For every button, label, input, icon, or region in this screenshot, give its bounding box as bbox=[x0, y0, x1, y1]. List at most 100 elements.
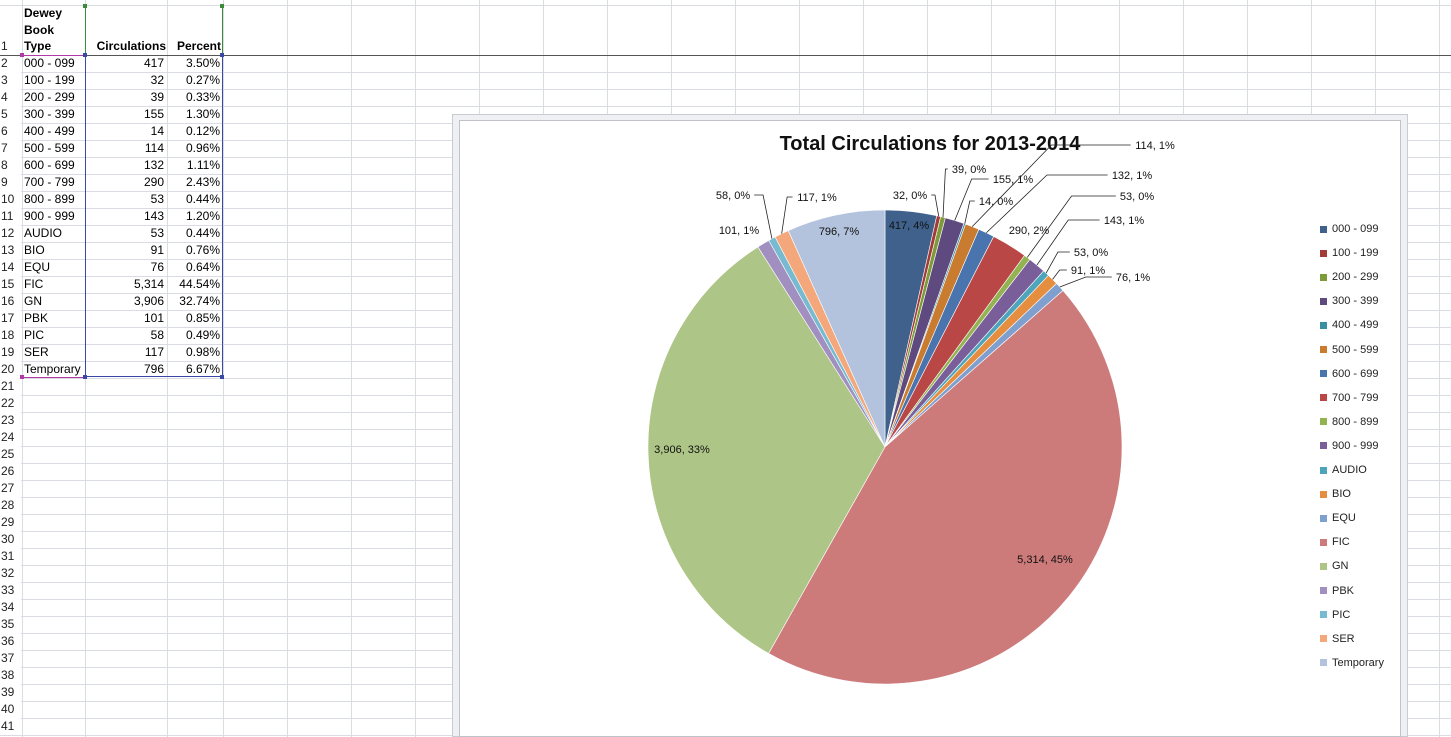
selection-handle[interactable] bbox=[220, 53, 224, 57]
row-header[interactable]: 1 bbox=[0, 38, 21, 55]
cell-percent[interactable]: 0.44% bbox=[185, 192, 220, 206]
header-cell-type[interactable]: Type bbox=[24, 39, 52, 53]
header-cell-percent[interactable]: Percent bbox=[176, 39, 221, 53]
row-header[interactable]: 13 bbox=[0, 242, 21, 259]
row-header[interactable]: 20 bbox=[0, 361, 21, 378]
cell-circulations[interactable]: 290 bbox=[143, 175, 164, 189]
cell-dewey-type[interactable]: 100 - 199 bbox=[24, 73, 75, 87]
row-header[interactable]: 7 bbox=[0, 140, 21, 157]
row-header[interactable]: 2 bbox=[0, 55, 21, 72]
row-header[interactable]: 18 bbox=[0, 327, 21, 344]
cell-dewey-type[interactable]: BIO bbox=[24, 243, 45, 257]
row-header[interactable]: 38 bbox=[0, 667, 21, 684]
cell-percent[interactable]: 1.30% bbox=[185, 107, 220, 121]
row-header[interactable]: 3 bbox=[0, 72, 21, 89]
cell-circulations[interactable]: 91 bbox=[150, 243, 164, 257]
cell-circulations[interactable]: 5,314 bbox=[133, 277, 164, 291]
cell-dewey-type[interactable]: 600 - 699 bbox=[24, 158, 75, 172]
row-header[interactable]: 19 bbox=[0, 344, 21, 361]
cell-dewey-type[interactable]: AUDIO bbox=[24, 226, 63, 240]
row-header[interactable]: 26 bbox=[0, 463, 21, 480]
row-header[interactable]: 31 bbox=[0, 548, 21, 565]
cell-percent[interactable]: 1.11% bbox=[186, 158, 220, 172]
row-header[interactable]: 33 bbox=[0, 582, 21, 599]
row-header[interactable]: 15 bbox=[0, 276, 21, 293]
cell-dewey-type[interactable]: FIC bbox=[24, 277, 44, 291]
row-header[interactable]: 40 bbox=[0, 701, 21, 718]
cell-circulations[interactable]: 132 bbox=[143, 158, 164, 172]
row-header[interactable]: 4 bbox=[0, 89, 21, 106]
row-header[interactable]: 16 bbox=[0, 293, 21, 310]
cell-dewey-type[interactable]: PBK bbox=[24, 311, 49, 325]
row-header[interactable]: 22 bbox=[0, 395, 21, 412]
selection-handle[interactable] bbox=[83, 53, 87, 57]
cell-percent[interactable]: 0.49% bbox=[185, 328, 220, 342]
row-header[interactable]: 30 bbox=[0, 531, 21, 548]
row-header[interactable]: 36 bbox=[0, 633, 21, 650]
cell-dewey-type[interactable]: SER bbox=[24, 345, 49, 359]
cell-dewey-type[interactable]: 200 - 299 bbox=[24, 90, 75, 104]
cell-circulations[interactable]: 53 bbox=[150, 226, 164, 240]
cell-circulations[interactable]: 53 bbox=[150, 192, 164, 206]
row-header[interactable]: 10 bbox=[0, 191, 21, 208]
cell-circulations[interactable]: 143 bbox=[143, 209, 164, 223]
row-header[interactable]: 14 bbox=[0, 259, 21, 276]
row-header[interactable]: 29 bbox=[0, 514, 21, 531]
row-header[interactable]: 34 bbox=[0, 599, 21, 616]
row-header[interactable]: 27 bbox=[0, 480, 21, 497]
cell-circulations[interactable]: 114 bbox=[144, 141, 164, 155]
row-header[interactable]: 32 bbox=[0, 565, 21, 582]
cell-percent[interactable]: 0.12% bbox=[185, 124, 220, 138]
cell-dewey-type[interactable]: GN bbox=[24, 294, 42, 308]
cell-circulations[interactable]: 101 bbox=[143, 311, 164, 325]
row-header[interactable]: 28 bbox=[0, 497, 21, 514]
cell-circulations[interactable]: 32 bbox=[150, 73, 164, 87]
cell-dewey-type[interactable]: 500 - 599 bbox=[24, 141, 75, 155]
row-header[interactable]: 9 bbox=[0, 174, 21, 191]
cell-circulations[interactable]: 417 bbox=[143, 56, 164, 70]
cell-circulations[interactable]: 796 bbox=[143, 362, 164, 376]
pie-slice[interactable] bbox=[647, 246, 886, 654]
cell-percent[interactable]: 0.76% bbox=[185, 243, 220, 257]
cell-percent[interactable]: 0.44% bbox=[185, 226, 220, 240]
cell-circulations[interactable]: 117 bbox=[144, 345, 164, 359]
cell-dewey-type[interactable]: 800 - 899 bbox=[24, 192, 75, 206]
cell-dewey-type[interactable]: 900 - 999 bbox=[24, 209, 75, 223]
cell-dewey-type[interactable]: PIC bbox=[24, 328, 45, 342]
cell-circulations[interactable]: 14 bbox=[150, 124, 164, 138]
row-header[interactable]: 12 bbox=[0, 225, 21, 242]
cell-percent[interactable]: 6.67% bbox=[185, 362, 220, 376]
row-header[interactable]: 23 bbox=[0, 412, 21, 429]
cell-percent[interactable]: 0.27% bbox=[185, 73, 220, 87]
pie-slice[interactable] bbox=[787, 209, 886, 448]
cell-circulations[interactable]: 76 bbox=[150, 260, 164, 274]
selection-handle[interactable] bbox=[20, 53, 24, 57]
row-header[interactable]: 37 bbox=[0, 650, 21, 667]
row-header[interactable]: 8 bbox=[0, 157, 21, 174]
header-cell-type[interactable]: Book bbox=[24, 22, 54, 37]
cell-percent[interactable]: 2.43% bbox=[185, 175, 220, 189]
row-header[interactable]: 21 bbox=[0, 378, 21, 395]
row-header[interactable]: 11 bbox=[0, 208, 21, 225]
row-header[interactable]: 35 bbox=[0, 616, 21, 633]
row-header[interactable]: 17 bbox=[0, 310, 21, 327]
header-cell-circulations[interactable]: Circulations bbox=[96, 39, 166, 53]
cell-percent[interactable]: 32.74% bbox=[179, 294, 220, 308]
row-header[interactable]: 5 bbox=[0, 106, 21, 123]
row-header[interactable]: 41 bbox=[0, 718, 21, 735]
cell-circulations[interactable]: 39 bbox=[150, 90, 164, 104]
cell-percent[interactable]: 3.50% bbox=[185, 56, 220, 70]
cell-dewey-type[interactable]: 300 - 399 bbox=[24, 107, 75, 121]
cell-percent[interactable]: 0.33% bbox=[185, 90, 220, 104]
selection-handle[interactable] bbox=[20, 375, 24, 379]
cell-circulations[interactable]: 58 bbox=[150, 328, 164, 342]
pie-chart[interactable]: Total Circulations for 2013-2014 417, 4% 3… bbox=[459, 120, 1401, 737]
selection-handle[interactable] bbox=[83, 4, 87, 8]
cell-percent[interactable]: 0.64% bbox=[185, 260, 220, 274]
cell-dewey-type[interactable]: Temporary bbox=[24, 362, 81, 376]
selection-handle[interactable] bbox=[220, 4, 224, 8]
cell-percent[interactable]: 0.85% bbox=[185, 311, 220, 325]
cell-circulations[interactable]: 3,906 bbox=[133, 294, 164, 308]
row-header[interactable]: 6 bbox=[0, 123, 21, 140]
cell-percent[interactable]: 0.96% bbox=[185, 141, 220, 155]
